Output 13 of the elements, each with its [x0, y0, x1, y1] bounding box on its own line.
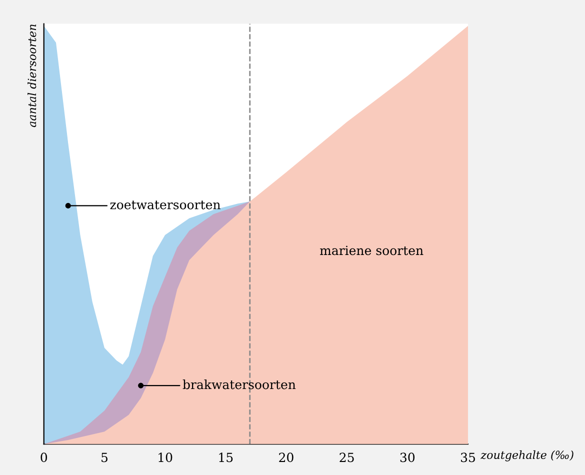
- x-tick-label: 35: [461, 452, 475, 462]
- x-tick-label: 15: [219, 452, 233, 462]
- x-tick-label: 25: [340, 452, 354, 462]
- x-tick-label: 30: [400, 452, 415, 462]
- x-tick-label: 20: [279, 452, 294, 462]
- annotation: mariene soorten: [320, 246, 424, 256]
- x-tick-label: 0: [40, 452, 48, 462]
- x-axis-title: zoutgehalte (‰): [480, 450, 574, 462]
- annotation: brakwatersoorten: [182, 380, 296, 390]
- annotation: zoetwatersoorten: [110, 200, 220, 210]
- x-tick-label: 10: [158, 452, 172, 462]
- x-tick-label: 5: [102, 452, 108, 462]
- y-axis-title: aantal diersoorten: [28, 24, 36, 128]
